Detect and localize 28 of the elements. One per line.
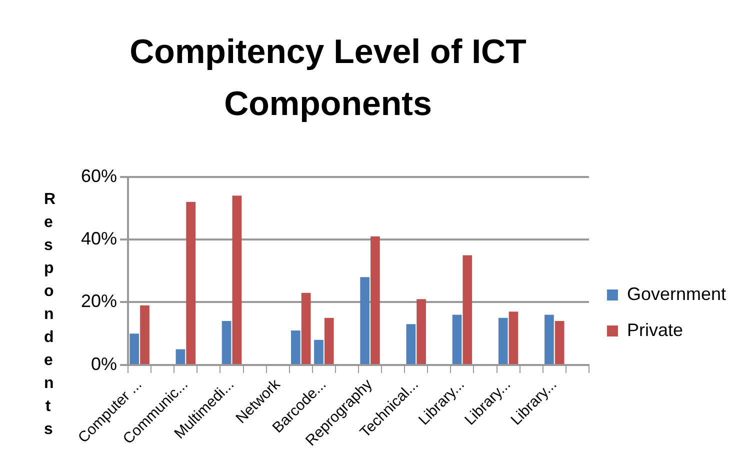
y-tick-label: 20% [80,291,118,312]
legend-label: Government [626,284,726,304]
y-tick-label: 40% [80,228,118,248]
bar [452,314,462,364]
bar [186,202,196,364]
bar [554,321,564,364]
text: Respondents [44,191,56,438]
bar [232,196,242,364]
bar [314,340,324,364]
bar [544,314,554,364]
bar [222,321,232,364]
bar [291,330,300,364]
bar [324,318,334,364]
bar [498,318,508,364]
bar [462,255,472,364]
bar [130,334,140,364]
bar [360,277,370,364]
chart-title: Compitency Level of ICT Components [128,32,528,125]
bar [140,305,150,364]
bar [176,349,186,364]
bar [406,324,416,364]
y-tick-label: 60% [80,166,118,186]
legend-label: Private [626,320,683,340]
y-tick-label: 0% [91,354,118,374]
bar [508,312,518,364]
bar [416,299,426,364]
bar [370,236,380,364]
bar [301,292,311,364]
